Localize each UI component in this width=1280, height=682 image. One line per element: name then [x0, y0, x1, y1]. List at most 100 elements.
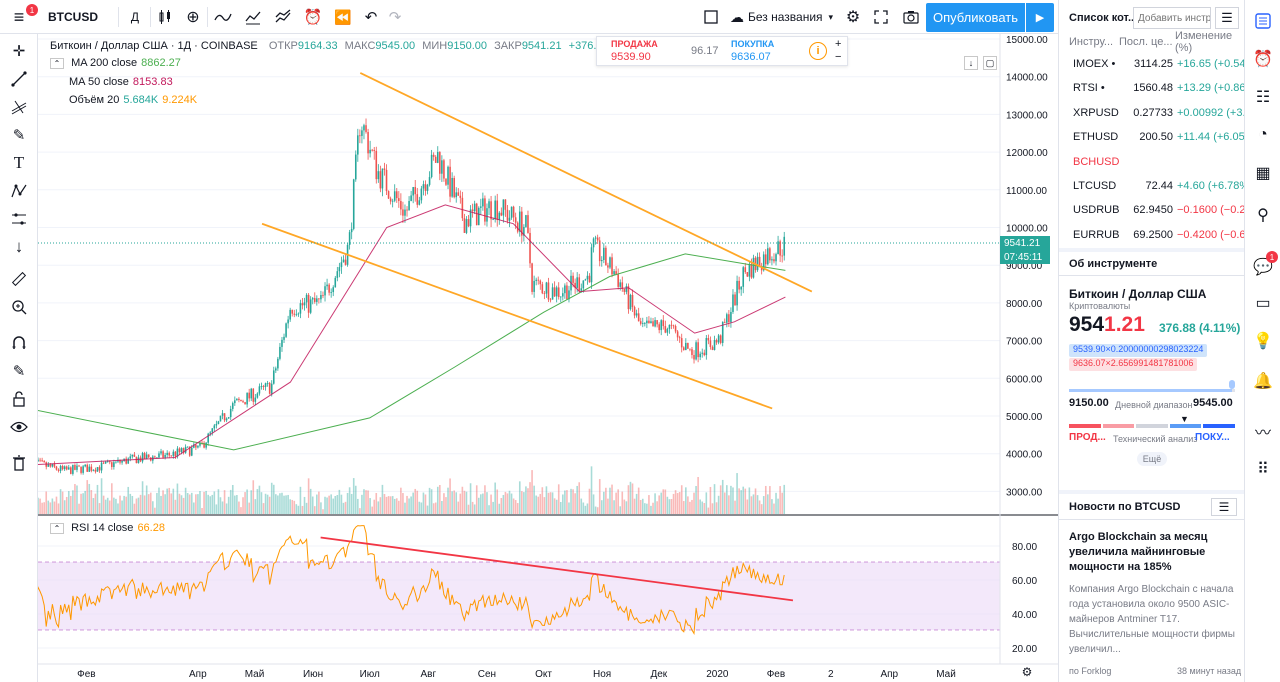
- about-header[interactable]: Об инструменте: [1059, 248, 1245, 276]
- volume-bar: [106, 497, 109, 514]
- volume-bar: [531, 470, 533, 514]
- scroll-down-icon[interactable]: ↓: [964, 56, 978, 70]
- watchlist-row[interactable]: RTSI • 1560.48 +13.29 (+0.86%): [1059, 76, 1259, 100]
- sell-price[interactable]: 9539.90: [611, 51, 651, 63]
- watchlist-row[interactable]: XRPUSD 0.27733 +0.00992 (+3.71%): [1059, 101, 1271, 125]
- bulb-icon[interactable]: 💡: [1253, 333, 1273, 350]
- redo-icon[interactable]: ↷: [388, 9, 402, 26]
- volume-bar: [588, 488, 591, 514]
- replay-icon[interactable]: ⏪: [334, 8, 352, 25]
- volume-bar: [152, 501, 154, 514]
- trendline-icon[interactable]: [8, 68, 30, 90]
- candle-body: [78, 465, 80, 467]
- price-tick: 10000.00: [1006, 224, 1048, 235]
- fib-icon[interactable]: [8, 96, 30, 118]
- indicators-icon[interactable]: [212, 6, 234, 28]
- alerts-clock-icon[interactable]: ⏰: [1253, 51, 1273, 68]
- watchlist-row[interactable]: USDRUB 62.9450 −0.1600 (−0.25%): [1059, 198, 1265, 222]
- time-tick: Май: [936, 669, 956, 680]
- info-icon[interactable]: i: [809, 42, 827, 60]
- last-price-tag: 9541.21: [1000, 236, 1050, 250]
- streams-icon[interactable]: ▭: [1255, 295, 1271, 312]
- pulse-icon[interactable]: 〰: [1254, 425, 1271, 442]
- volume-bar: [320, 502, 322, 514]
- templates-icon[interactable]: [272, 6, 294, 28]
- camera-icon[interactable]: [900, 6, 922, 28]
- watchlist-row[interactable]: ETHUSD 200.50 +11.44 (+6.05%): [1059, 125, 1258, 149]
- lock-icon[interactable]: [8, 388, 30, 410]
- candles-icon[interactable]: [154, 6, 176, 28]
- play-icon[interactable]: ▶: [1026, 3, 1054, 32]
- zoom-icon[interactable]: [8, 296, 30, 318]
- publish-button[interactable]: Опубликовать: [926, 3, 1025, 32]
- news-headline[interactable]: Argo Blockchain за месяц увеличила майни…: [1069, 531, 1208, 573]
- watchlist-icon[interactable]: [1252, 10, 1274, 32]
- watchlist-title[interactable]: Список кот...: [1069, 12, 1138, 24]
- lock-drawing-icon[interactable]: ✎: [12, 363, 26, 380]
- candle-body: [277, 358, 279, 369]
- watchlist-row[interactable]: IMOEX • 3114.25 +16.65 (+0.54%): [1059, 52, 1259, 76]
- magnet-icon[interactable]: [8, 332, 30, 354]
- settings-gear-icon[interactable]: ⚙: [1021, 665, 1033, 679]
- layout-name-button[interactable]: ☁ Без названия ▾: [730, 6, 840, 28]
- bell-icon[interactable]: 🔔: [1253, 373, 1273, 390]
- chat-icon[interactable]: 💬: [1253, 259, 1273, 276]
- text-tool-icon[interactable]: T: [13, 153, 25, 172]
- more-button[interactable]: Ещё: [1137, 452, 1167, 466]
- col-change[interactable]: Изменение (%): [1175, 30, 1233, 54]
- ideas-icon[interactable]: ⚲: [1257, 207, 1269, 224]
- data-window-icon[interactable]: ☷: [1255, 89, 1271, 106]
- candle-body: [469, 209, 472, 227]
- compare-icon[interactable]: [242, 6, 264, 28]
- watchlist-row[interactable]: BCHUSD: [1059, 149, 1245, 174]
- interval-button[interactable]: Д: [130, 10, 140, 24]
- gear-icon[interactable]: ⚙: [845, 9, 861, 26]
- col-last[interactable]: Посл. це...: [1119, 36, 1173, 48]
- volume-bar: [365, 490, 367, 514]
- watchlist-change: −0.4200 (−0.60%): [1177, 228, 1266, 241]
- candle-body: [141, 453, 144, 462]
- trash-icon[interactable]: [8, 452, 30, 474]
- symbol-search[interactable]: BTCUSD: [48, 10, 98, 24]
- add-indicator-icon[interactable]: ⊕: [186, 9, 200, 26]
- tech-analysis-label[interactable]: Технический анализ: [1113, 434, 1198, 444]
- volume-legend[interactable]: Объём 20 5.684K 9.224K: [69, 94, 197, 106]
- ma200-legend[interactable]: ⌃ MA 200 close 8862.27: [50, 57, 181, 69]
- brush-icon[interactable]: ✎: [12, 127, 26, 144]
- eye-icon[interactable]: [8, 416, 30, 438]
- calendar-icon[interactable]: ▦: [1255, 165, 1271, 182]
- collapse-legend-icon[interactable]: ⌃: [50, 58, 64, 69]
- watchlist-row[interactable]: LTCUSD 72.44 +4.60 (+6.78%): [1059, 174, 1253, 198]
- crosshair-icon[interactable]: ✛: [12, 43, 26, 60]
- chart-area[interactable]: 15000.00 14000.00 13000.00 12000.00 11000.00…: [38, 34, 1058, 682]
- add-symbol-input[interactable]: [1133, 7, 1211, 29]
- watchlist-row[interactable]: EURRUB 69.2500 −0.4200 (−0.60%): [1059, 223, 1265, 247]
- minus-icon[interactable]: −: [835, 51, 842, 63]
- plus-icon[interactable]: +: [835, 38, 842, 50]
- collapse-rsi-icon[interactable]: ⌃: [50, 523, 64, 534]
- undo-icon[interactable]: ↶: [364, 9, 378, 26]
- apps-grid-icon[interactable]: ⠿: [1257, 461, 1269, 478]
- buy-price[interactable]: 9636.07: [731, 51, 771, 63]
- alert-icon[interactable]: ⏰: [303, 9, 323, 26]
- arrow-down-icon[interactable]: ↓: [14, 237, 24, 256]
- hotlists-icon[interactable]: ◔: [1258, 126, 1268, 143]
- news-menu-icon[interactable]: ☰: [1211, 498, 1237, 516]
- price-chart[interactable]: 15000.00 14000.00 13000.00 12000.00 11000.00…: [38, 34, 1058, 682]
- maximize-pane-icon[interactable]: ▢: [983, 56, 997, 70]
- volume-bar: [500, 497, 503, 514]
- ruler-icon[interactable]: [8, 268, 30, 290]
- volume-bar: [709, 486, 712, 514]
- menu-icon[interactable]: ≡: [13, 6, 25, 27]
- candle-body: [482, 198, 484, 207]
- list-menu-icon[interactable]: ☰: [1215, 7, 1239, 29]
- ma50-legend[interactable]: MA 50 close 8153.83: [69, 76, 173, 88]
- pattern-icon[interactable]: [8, 180, 30, 202]
- fullscreen-box-icon[interactable]: [700, 6, 722, 28]
- news-title[interactable]: Новости по BTCUSD: [1069, 500, 1181, 513]
- expand-icon[interactable]: [870, 6, 892, 28]
- news-body[interactable]: Компания Argo Blockchain с начала года у…: [1069, 584, 1235, 655]
- rsi-legend[interactable]: ⌃ RSI 14 close 66.28: [50, 522, 165, 534]
- prediction-icon[interactable]: [8, 208, 30, 230]
- col-symbol[interactable]: Инстру...: [1069, 36, 1114, 48]
